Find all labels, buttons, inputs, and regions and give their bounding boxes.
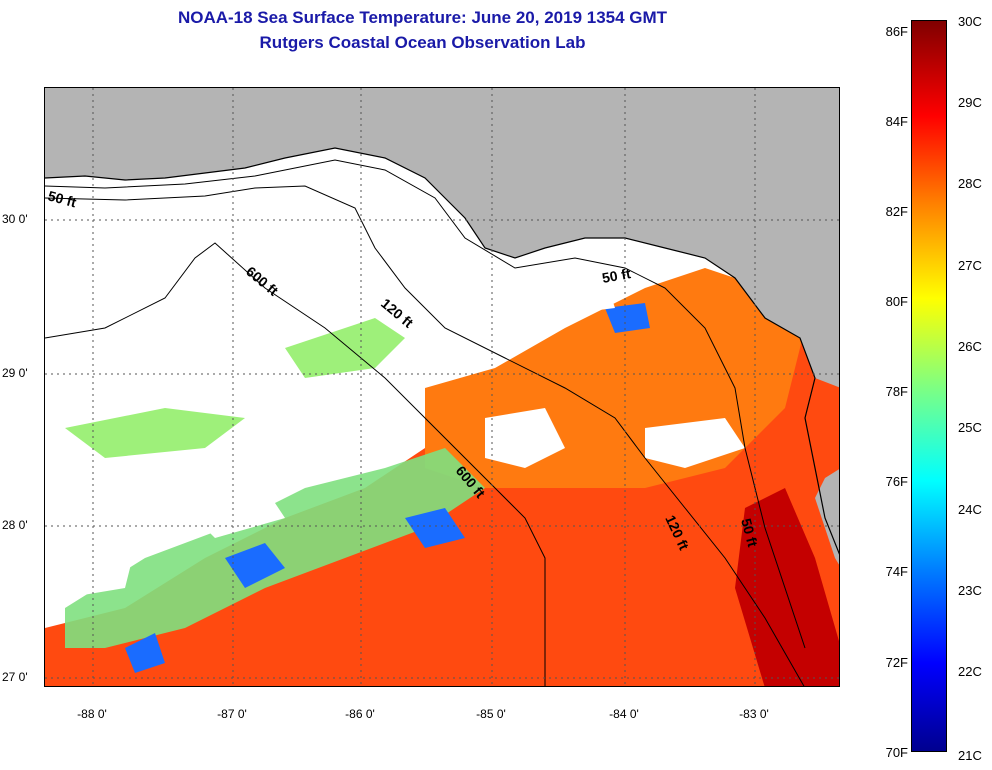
colorbar-c-23: 23C — [958, 583, 982, 598]
colorbar-c-24: 24C — [958, 502, 982, 517]
contour-600ft — [45, 242, 546, 686]
graticule — [45, 88, 839, 686]
lon-label-84: -84 0' — [609, 707, 639, 721]
lat-label-28: 28 0' — [2, 518, 28, 532]
coastline — [45, 147, 839, 555]
land-mass — [45, 88, 839, 388]
colorbar-f-80: 80F — [885, 294, 908, 309]
sst-cold-patches — [125, 303, 650, 673]
contour-label-50ft-west: 50 ft — [46, 187, 78, 210]
sst-map: 50 ft 600 ft 120 ft 50 ft 600 ft 120 ft … — [44, 87, 840, 687]
colorbar-c-25: 25C — [958, 420, 982, 435]
lon-label-83: -83 0' — [739, 707, 769, 721]
colorbar-f-82: 82F — [885, 204, 908, 219]
contour-label-50ft-northeast: 50 ft — [601, 265, 632, 286]
sst-map-canvas: 50 ft 600 ft 120 ft 50 ft 600 ft 120 ft … — [45, 88, 839, 686]
contour-label-50ft-south: 50 ft — [738, 517, 761, 549]
colorbar-f-86: 86F — [885, 24, 908, 39]
colorbar-c-28: 28C — [958, 176, 982, 191]
colorbar-c-27: 27C — [958, 258, 982, 273]
temperature-colorbar — [911, 20, 947, 752]
colorbar-f-72: 72F — [885, 655, 908, 670]
colorbar-f-84: 84F — [885, 114, 908, 129]
map-subtitle: Rutgers Coastal Ocean Observation Lab — [259, 33, 586, 52]
cloud-patches — [65, 278, 745, 598]
map-title: NOAA-18 Sea Surface Temperature: June 20… — [177, 8, 668, 27]
sst-hot-coast — [735, 488, 839, 686]
sst-cool-band — [65, 448, 485, 648]
lon-label-88: -88 0' — [77, 707, 107, 721]
land-mass-florida-south — [815, 469, 839, 565]
contour-120ft — [45, 185, 805, 686]
lat-label-29: 29 0' — [2, 366, 28, 380]
lat-label-27: 27 0' — [2, 670, 28, 684]
lon-label-86: -86 0' — [345, 707, 375, 721]
colorbar-c-22: 22C — [958, 664, 982, 679]
sst-green-band-north — [65, 318, 405, 458]
colorbar-c-26: 26C — [958, 339, 982, 354]
colorbar-f-76: 76F — [885, 474, 908, 489]
lon-label-87: -87 0' — [217, 707, 247, 721]
colorbar-c-30: 30C — [958, 14, 982, 29]
contour-50ft — [45, 159, 806, 649]
colorbar-f-78: 78F — [885, 384, 908, 399]
lat-label-30: 30 0' — [2, 212, 28, 226]
colorbar-c-29: 29C — [958, 95, 982, 110]
colorbar-c-21: 21C — [958, 748, 982, 763]
colorbar-f-70: 70F — [885, 745, 908, 760]
colorbar-f-74: 74F — [885, 564, 908, 579]
lon-label-85: -85 0' — [476, 707, 506, 721]
